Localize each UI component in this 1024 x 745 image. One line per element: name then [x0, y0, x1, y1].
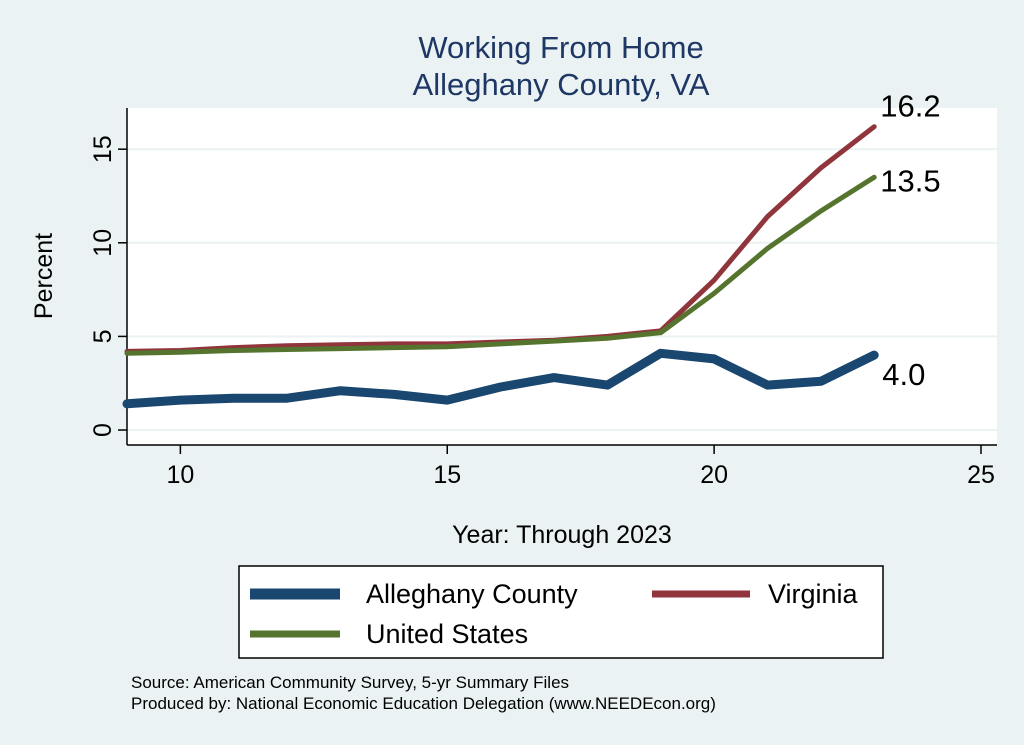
x-ticks: 10 15 20 25: [166, 445, 995, 489]
legend-label: Alleghany County: [366, 579, 578, 609]
x-tick-label: 25: [967, 461, 995, 489]
y-tick-label: 15: [89, 135, 117, 163]
y-tick-label: 5: [89, 329, 117, 343]
source-line: Source: American Community Survey, 5-yr …: [131, 673, 569, 692]
series-lines: [122, 124, 879, 409]
gridlines: [127, 148, 997, 432]
legend: Alleghany County Virginia United States: [250, 579, 859, 649]
x-tick-label: 20: [700, 461, 728, 489]
plot-area: [127, 108, 997, 445]
y-tick-label: 0: [89, 423, 117, 437]
x-tick-label: 15: [433, 461, 461, 489]
series-line-united-states: [124, 174, 877, 356]
y-axis-title: Percent: [30, 233, 58, 319]
legend-label: Virginia: [768, 579, 859, 609]
legend-label: United States: [366, 619, 528, 649]
end-label: 13.5: [880, 163, 940, 198]
chart-subtitle: Alleghany County, VA: [413, 67, 710, 102]
end-labels: 4.0 16.2 13.5: [880, 89, 940, 392]
chart-title: Working From Home: [418, 30, 703, 65]
x-axis-title: Year: Through 2023: [452, 521, 672, 549]
legend-box: [238, 565, 884, 659]
y-tick-label: 10: [89, 229, 117, 257]
series-line-alleghany-county: [122, 348, 879, 409]
end-label: 16.2: [880, 89, 940, 124]
y-ticks: 0 5 10 15: [89, 135, 127, 437]
produced-by-line: Produced by: National Economic Education…: [131, 694, 716, 713]
end-label: 4.0: [882, 357, 925, 392]
x-tick-label: 10: [166, 461, 194, 489]
